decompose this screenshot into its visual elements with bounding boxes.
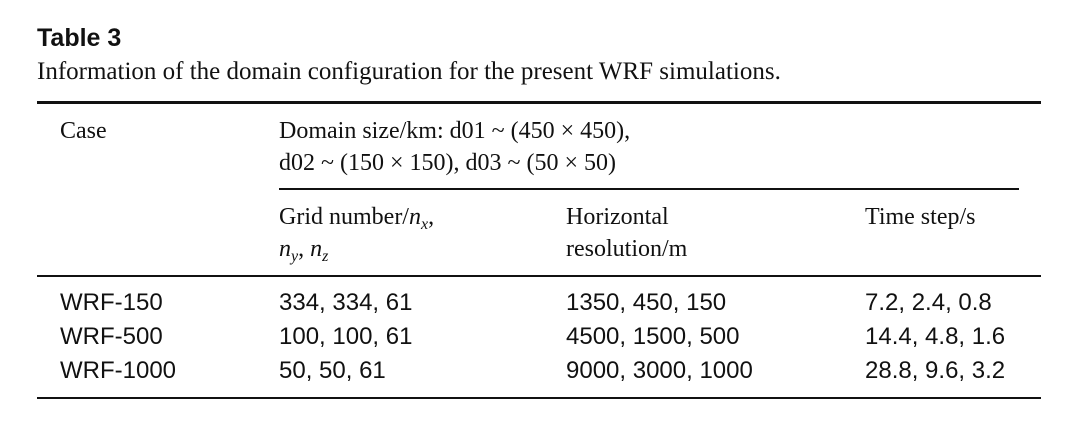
- row-time-step: 14.4, 4.8, 1.6: [865, 323, 1006, 350]
- header-grid-line2: ny, nz: [279, 236, 329, 265]
- header-horizontal-line2: resolution/m: [566, 236, 688, 262]
- header-case: Case: [60, 118, 107, 144]
- row-time-step: 7.2, 2.4, 0.8: [865, 289, 992, 316]
- row-case: WRF-1000: [60, 357, 177, 384]
- header-domain-line2: d02 ~ (150 × 150), d03 ~ (50 × 50): [279, 150, 617, 176]
- domain-subrule: [279, 188, 1019, 190]
- header-grid-number: Grid number/nx, ny, nz: [279, 201, 434, 265]
- row-case: WRF-500: [60, 323, 163, 350]
- table-caption: Information of the domain configuration …: [37, 58, 781, 85]
- row-resolution: 4500, 1500, 500: [566, 323, 740, 350]
- row-case: WRF-150: [60, 289, 163, 316]
- row-grid: 50, 50, 61: [279, 357, 386, 384]
- header-time-step: Time step/s: [865, 204, 976, 230]
- header-horizontal-line1: Horizontal: [566, 204, 669, 230]
- row-resolution: 9000, 3000, 1000: [566, 357, 753, 384]
- header-grid-line1: Grid number/nx,: [279, 204, 435, 233]
- top-rule: [37, 101, 1041, 104]
- row-resolution: 1350, 450, 150: [566, 289, 727, 316]
- mid-rule: [37, 275, 1041, 277]
- header-domain-size: Domain size/km: d01 ~ (450 × 450), d02 ~…: [279, 115, 630, 179]
- bottom-rule: [37, 397, 1041, 399]
- row-time-step: 28.8, 9.6, 3.2: [865, 357, 1006, 384]
- header-domain-line1: Domain size/km: d01 ~ (450 × 450),: [279, 118, 631, 144]
- row-grid: 100, 100, 61: [279, 323, 413, 350]
- table-label: Table 3: [37, 24, 122, 52]
- row-grid: 334, 334, 61: [279, 289, 413, 316]
- header-horizontal-resolution: Horizontal resolution/m: [566, 201, 687, 265]
